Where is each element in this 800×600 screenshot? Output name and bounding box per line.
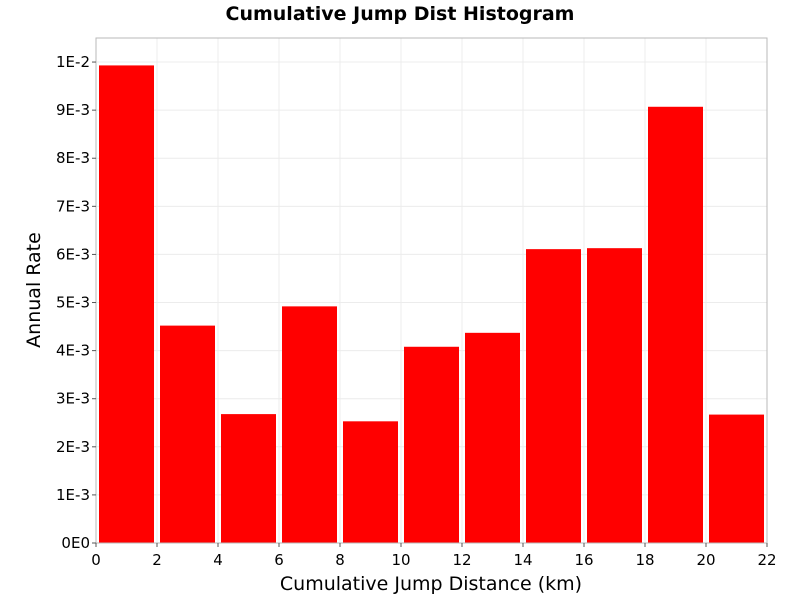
y-tick-label-8: 8E-3 [56,149,90,167]
y-tick-label-3: 3E-3 [56,390,90,408]
x-tick-label-11: 22 [757,551,776,569]
chart-title: Cumulative Jump Dist Histogram [226,3,575,25]
y-tick-label-0: 0E0 [61,534,90,552]
x-tick-label-6: 12 [452,551,471,569]
y-tick-label-10: 1E-2 [56,53,90,71]
x-tick-label-1: 2 [152,551,162,569]
bar-5 [404,346,459,543]
bar-7 [526,249,581,543]
bar-6 [465,332,520,543]
bar-1 [160,325,215,543]
y-tick-label-6: 6E-3 [56,245,90,263]
x-tick-label-9: 18 [635,551,654,569]
bar-9 [648,106,703,544]
x-tick-label-8: 16 [574,551,593,569]
x-tick-label-0: 0 [91,551,101,569]
bar-8 [587,248,642,543]
y-tick-label-5: 5E-3 [56,294,90,312]
bar-10 [709,414,764,543]
y-tick-label-2: 2E-3 [56,438,90,456]
x-tick-label-5: 10 [391,551,410,569]
y-tick-label-4: 4E-3 [56,342,90,360]
x-tick-label-7: 14 [513,551,532,569]
x-tick-label-3: 6 [274,551,284,569]
plot-frame [95,37,768,544]
y-tick-label-7: 7E-3 [56,197,90,215]
bar-3 [282,306,337,543]
y-axis-label: Annual Rate [23,232,45,348]
y-tick-label-1: 1E-3 [56,486,90,504]
y-tick-label-9: 9E-3 [56,101,90,119]
x-tick-label-4: 8 [335,551,345,569]
bar-2 [221,414,276,543]
plot-area: 0 2 4 6 8 10 12 14 16 18 20 22 0E0 1E-3 2E-3 3E-3 4E-3 5E… [56,37,777,569]
bar-0 [99,65,154,544]
x-tick-label-2: 4 [213,551,223,569]
x-tick-label-10: 20 [696,551,715,569]
bar-4 [343,421,398,543]
x-axis-label: Cumulative Jump Distance (km) [280,573,582,595]
